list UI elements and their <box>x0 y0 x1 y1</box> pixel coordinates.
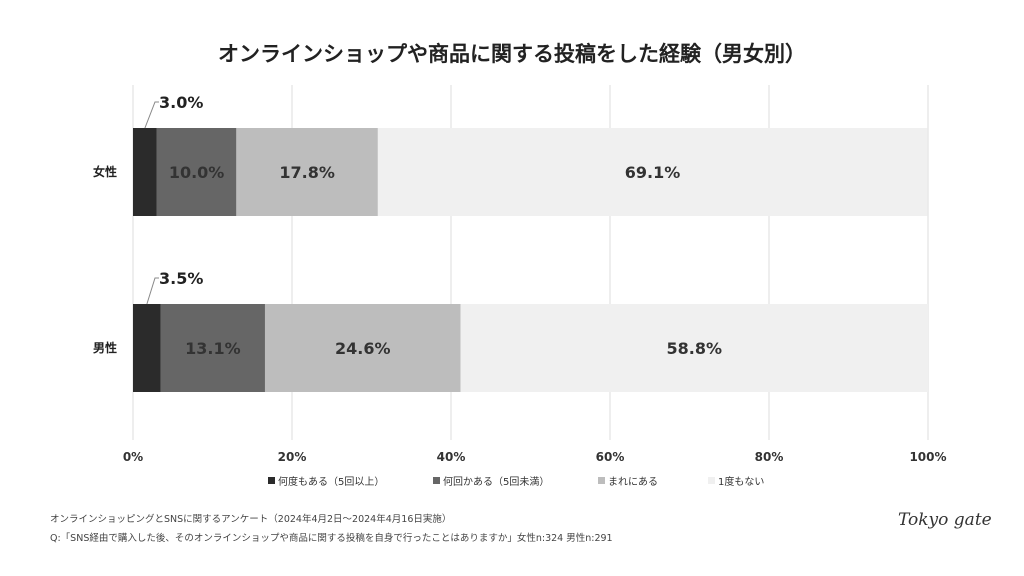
x-tick-label: 0% <box>123 450 143 464</box>
data-label: 10.0% <box>169 163 225 182</box>
data-label: 3.0% <box>159 93 203 112</box>
chart-title: オンラインショップや商品に関する投稿をした経験（男女別） <box>218 42 806 66</box>
legend-swatch <box>433 477 440 484</box>
survey-note: オンラインショッピングとSNSに関するアンケート（2024年4月2日〜2024年… <box>50 514 452 525</box>
legend-swatch <box>598 477 605 484</box>
bar-segment <box>156 128 237 216</box>
data-label: 13.1% <box>185 339 241 358</box>
x-tick-label: 20% <box>278 450 307 464</box>
bar-segment <box>264 304 461 392</box>
x-tick-label: 40% <box>437 450 466 464</box>
bar-segment <box>236 128 378 216</box>
legend-label: 何度もある（5回以上） <box>278 477 385 488</box>
legend-label: 1度もない <box>718 477 765 488</box>
bar-segment <box>160 304 265 392</box>
x-tick-label: 60% <box>596 450 625 464</box>
bar-segment <box>133 128 157 216</box>
legend-item: まれにある <box>598 473 658 488</box>
data-label: 24.6% <box>335 339 391 358</box>
x-tick-label: 100% <box>909 450 946 464</box>
legend-item: 1度もない <box>708 473 764 488</box>
legend-swatch <box>268 477 275 484</box>
legend-swatch <box>708 477 715 484</box>
legend-item: 何度もある（5回以上） <box>268 473 384 488</box>
data-label: 69.1% <box>625 163 681 182</box>
logo: Tokyo gate <box>898 510 992 530</box>
bar-segment <box>460 304 928 392</box>
leader-line <box>144 101 159 129</box>
legend-label: 何回かある（5回未満） <box>443 477 550 488</box>
bar-segment <box>377 128 928 216</box>
legend-item: 何回かある（5回未満） <box>433 473 549 488</box>
legend-label: まれにある <box>608 477 658 488</box>
data-label: 3.5% <box>159 269 203 288</box>
category-label: 男性 <box>93 340 117 355</box>
x-tick-label: 80% <box>755 450 784 464</box>
data-label: 58.8% <box>667 339 723 358</box>
data-label: 17.8% <box>279 163 335 182</box>
category-label: 女性 <box>93 164 117 179</box>
leader-line <box>146 277 159 305</box>
question-note: Q:「SNS経由で購入した後、そのオンラインショップや商品に関する投稿を自身で行… <box>50 533 613 544</box>
bar-segment <box>133 304 161 392</box>
